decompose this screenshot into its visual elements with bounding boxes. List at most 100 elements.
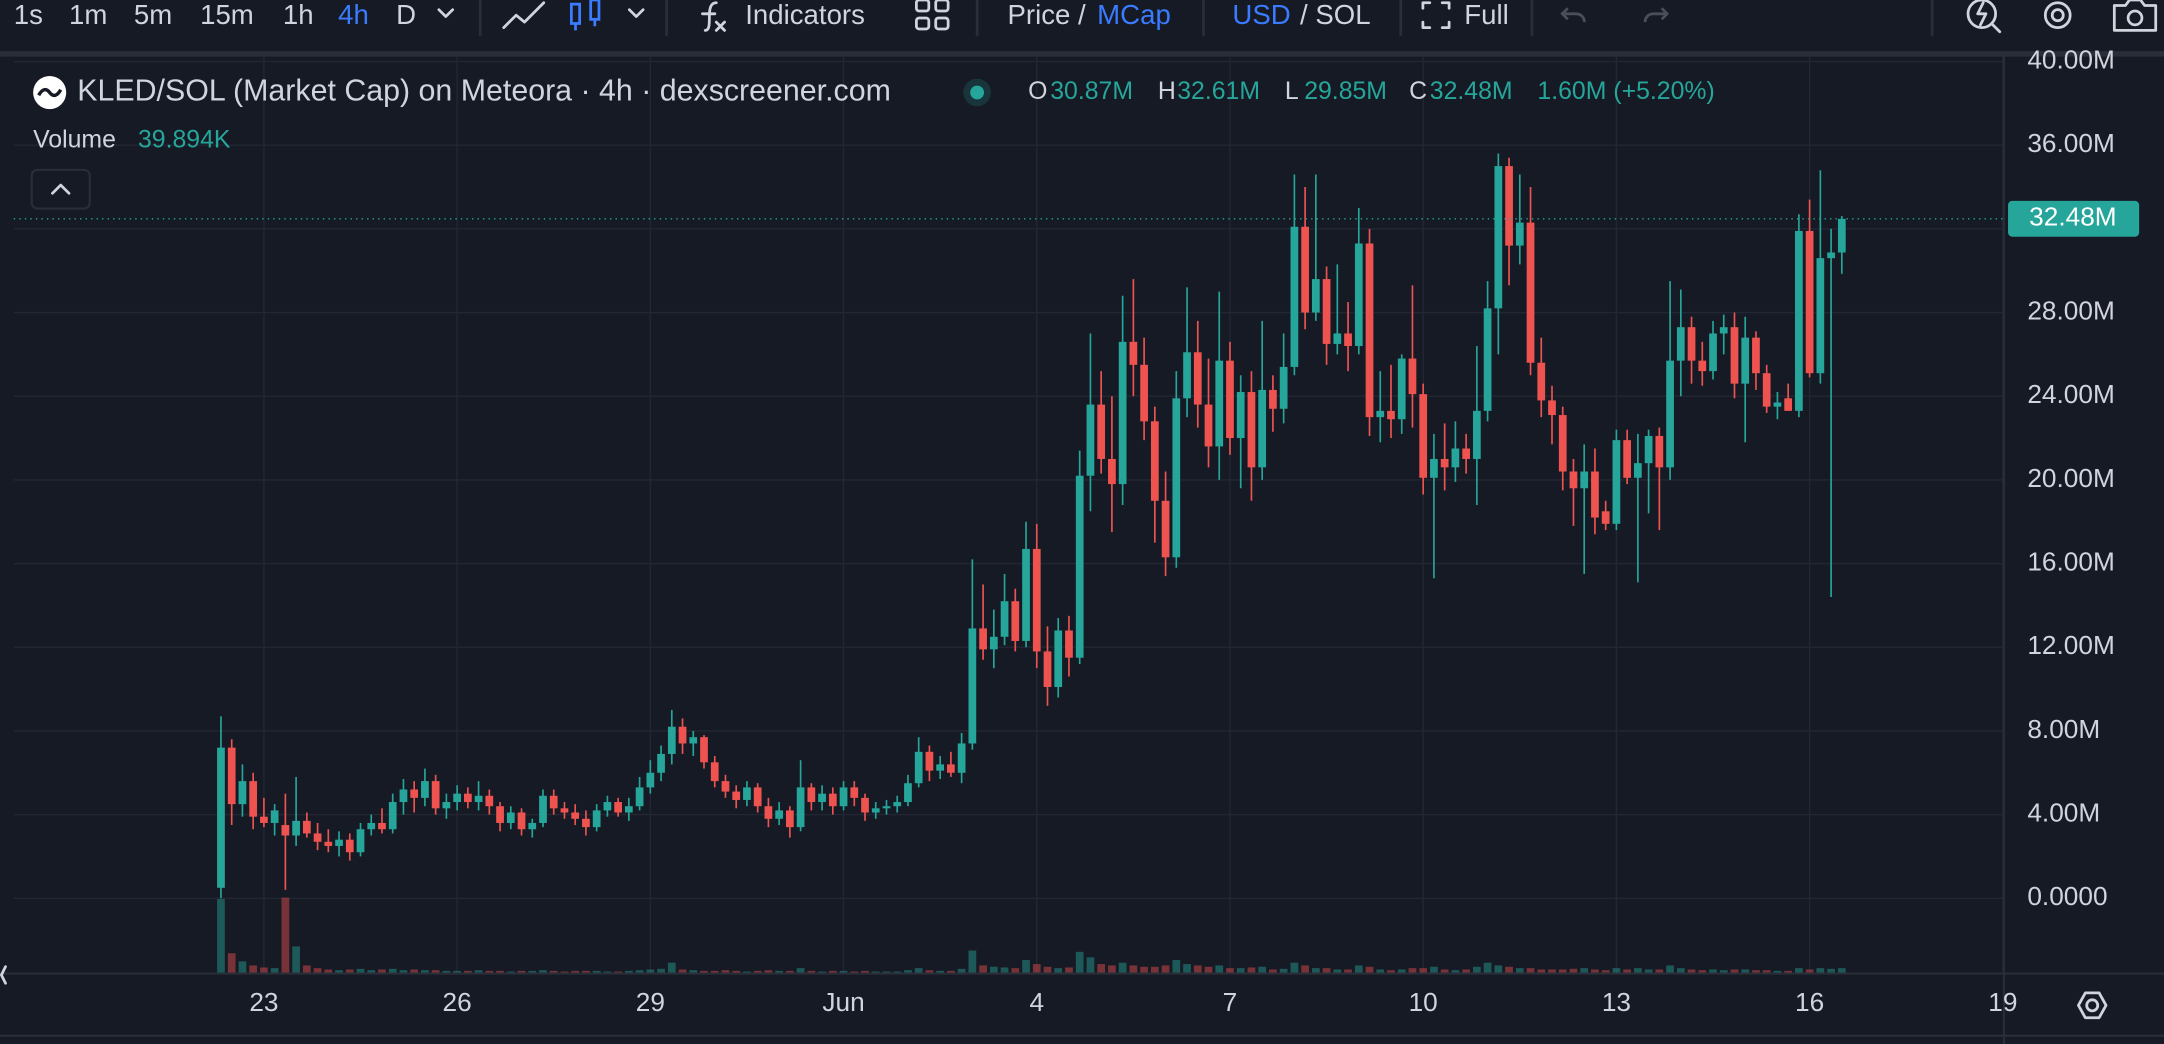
candle-body [1075,475,1084,658]
candle-body [1344,333,1352,347]
alert-icon[interactable] [1966,0,2002,34]
indicators-icon[interactable] [701,1,726,32]
interval-button[interactable]: 1h [283,0,314,30]
candle-body [1108,458,1116,485]
candle-body [1204,404,1213,447]
candle-body [807,787,816,803]
toolbar-border [0,51,2164,57]
candle-body [1161,500,1170,558]
volume-bar [1333,969,1342,974]
ohlc-key: H [1158,78,1176,105]
price-toggle[interactable]: Price / [1007,0,1086,30]
candle-body [1430,458,1438,478]
redo-icon[interactable] [1643,7,1670,23]
collapse-button[interactable] [30,168,91,210]
candle-body [925,751,934,771]
candle-body [1494,166,1503,309]
interval-button[interactable]: D [396,0,416,30]
axis-settings-icon[interactable] [2077,991,2108,1020]
ohlc-value: 29.85M [1304,78,1387,105]
volume-bar [549,970,558,974]
volume-bar [1301,965,1309,974]
candle-body [463,793,472,803]
candle-body [743,787,751,800]
candle-body [1215,360,1224,447]
candle-body [1354,243,1363,347]
candle-body [356,829,365,853]
layout-icon[interactable] [915,0,950,31]
interval-button[interactable]: 4h [338,0,369,30]
volume-bar [1666,965,1674,974]
candle-body [861,797,869,813]
volume-bar [281,897,290,974]
y-tick-label: 20.00M [2027,463,2114,493]
candles [217,153,1846,899]
candle-body [1193,352,1202,405]
candle-body [947,764,955,773]
volume-bar [1430,966,1438,974]
fullscreen-icon[interactable] [1421,1,1451,29]
volume-bar [442,970,451,974]
candle-body [1591,471,1599,518]
volume-bar [1032,964,1041,974]
interval-button[interactable]: 1m [69,0,107,30]
x-tick-label: Jun [822,987,864,1017]
scroll-left[interactable] [0,965,7,985]
sol-toggle[interactable]: / SOL [1300,0,1371,30]
candle-body [1580,471,1589,489]
interval-button[interactable]: 15m [200,0,254,30]
candle-body [506,812,515,823]
candle-body [539,795,547,823]
candle-body [549,795,558,809]
volume-bar [828,970,837,974]
volume-bar [1816,968,1825,974]
candle-body [1440,458,1449,468]
indicators-button[interactable]: Indicators [745,0,865,30]
line-chart-icon[interactable] [502,1,546,29]
candle-body [1558,415,1567,472]
volume-bar [388,968,397,974]
volume-bar [1344,969,1352,974]
volume-bar [764,970,773,974]
interval-button[interactable]: 5m [134,0,172,30]
volume-label: Volume [33,126,116,153]
screenshot-icon[interactable] [2112,0,2158,32]
candle-body [1311,279,1320,313]
volume-bar [1655,969,1664,974]
volume-bar [689,970,698,974]
candle-body [1644,435,1653,464]
volume-bar [861,970,869,974]
undo-icon[interactable] [1560,7,1586,23]
volume-bar [710,970,719,974]
candle-body [625,806,633,813]
mcap-toggle[interactable]: MCap [1097,0,1171,30]
volume-bar [1784,970,1793,974]
candle-body [238,781,247,805]
candle-chart-icon[interactable] [569,0,601,31]
candle-body [764,806,773,819]
volume-bar [539,970,547,974]
volume-bar [1515,968,1524,974]
candle-body [893,802,902,807]
volume-bar [1451,970,1460,974]
candle-body [378,822,386,830]
settings-icon[interactable] [2043,1,2072,29]
candle-body [485,795,494,807]
candle-body [1258,389,1267,468]
candle-body [270,810,279,823]
candle-body [1784,398,1793,411]
full-button[interactable]: Full [1464,0,1508,30]
interval-chevron[interactable] [437,8,455,18]
volume-bar [217,898,225,974]
usd-toggle[interactable]: USD [1232,0,1290,30]
candle-body [1118,341,1127,485]
volume-bar [904,970,912,974]
interval-button[interactable]: 1s [14,0,43,30]
symbol-logo-mark [37,87,63,98]
volume-bar [356,968,365,974]
candle-body [1097,404,1106,459]
candle-body [1376,410,1385,418]
collapse-icon[interactable] [51,183,71,195]
chart-type-chevron[interactable] [627,8,645,18]
candle-body [828,793,837,807]
